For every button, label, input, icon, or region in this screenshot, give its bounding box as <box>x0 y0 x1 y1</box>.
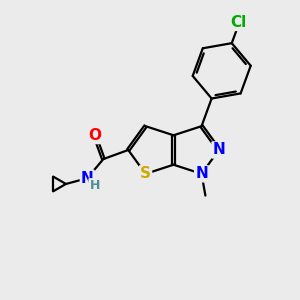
Text: H: H <box>89 179 100 192</box>
Text: N: N <box>212 142 225 158</box>
Text: O: O <box>88 128 101 143</box>
Text: N: N <box>195 166 208 181</box>
Text: S: S <box>140 166 151 181</box>
Text: Cl: Cl <box>231 15 247 30</box>
Text: N: N <box>81 171 94 186</box>
